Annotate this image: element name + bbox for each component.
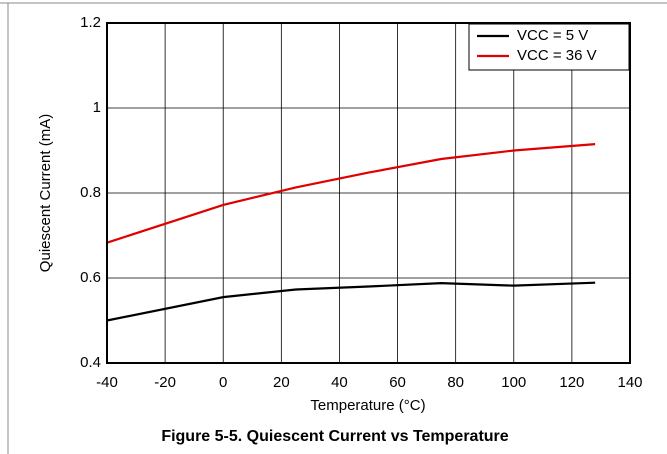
y-tick-label: 0.4 (80, 354, 101, 371)
plot-border (106, 22, 631, 364)
x-tick-label: 20 (273, 374, 290, 391)
x-tick-label: 80 (447, 374, 464, 391)
x-tick-label: 140 (617, 374, 642, 391)
x-axis-label: Temperature (°C) (310, 397, 425, 414)
x-tick-label: 0 (219, 374, 227, 391)
x-tick-label: -20 (154, 374, 176, 391)
y-axis-label: Quiescent Current (mA) (37, 114, 54, 272)
x-tick-label: 40 (331, 374, 348, 391)
y-tick-label: 1 (93, 99, 101, 116)
x-tick-label: 120 (559, 374, 584, 391)
legend-box (468, 23, 630, 71)
series-line (106, 143, 596, 244)
y-tick-label: 0.6 (80, 269, 101, 286)
x-tick-label: -40 (96, 374, 118, 391)
y-tick-label: 0.8 (80, 184, 101, 201)
series-line (106, 281, 596, 322)
y-tick-label: 1.2 (80, 14, 101, 31)
x-tick-label: 100 (501, 374, 526, 391)
legend-label: VCC = 5 V (517, 27, 588, 44)
chart-title: Figure 5-5. Quiescent Current vs Tempera… (161, 428, 508, 445)
legend-label: VCC = 36 V (517, 47, 597, 64)
x-tick-label: 60 (389, 374, 406, 391)
